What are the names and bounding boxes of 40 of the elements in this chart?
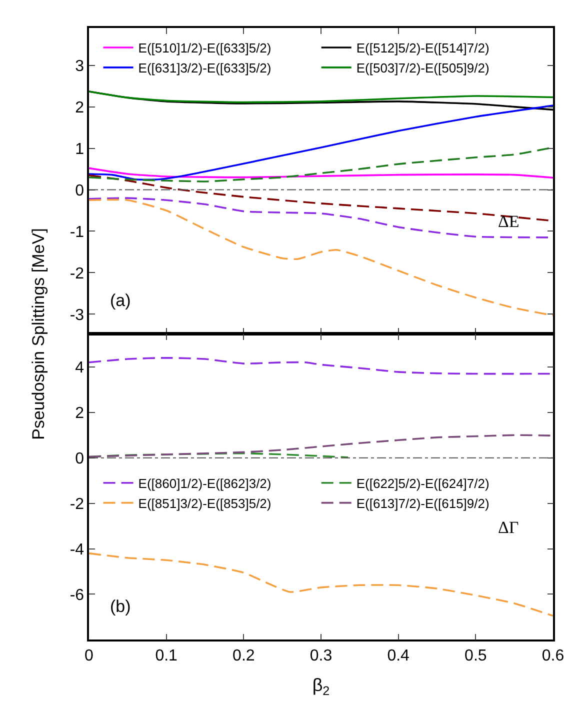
y-tick-label: 0 [75, 450, 84, 468]
y-tick-label: 2 [75, 99, 84, 116]
line-series [89, 356, 553, 375]
annotation: (a) [110, 291, 131, 310]
line-series [89, 167, 553, 179]
x-tick-label: 0.3 [310, 648, 332, 665]
legend-label: E([512]5/2)-E([514]7/2) [356, 40, 490, 56]
legend-label: E([613]7/2)-E([615]9/2) [356, 496, 490, 511]
line-series [89, 198, 553, 316]
annotation: (b) [110, 597, 131, 616]
x-axis-title: β$_{2}$ [312, 675, 330, 698]
y-tick-label: -1 [70, 224, 84, 241]
y-tick-label: -3 [70, 306, 84, 324]
x-tick-label: 0.6 [542, 648, 564, 665]
x-tick-label: 0.1 [155, 648, 178, 665]
legend-label: E([851]3/2)-E([853]5/2) [138, 496, 272, 511]
y-tick-label: -2 [70, 265, 84, 282]
y-tick-label: 0 [75, 182, 84, 200]
legend-label: E([503]7/2)-E([505]9/2) [356, 60, 490, 76]
y-axis-title: Pseudospin Splittings [MeV] [28, 228, 48, 440]
x-tick-label: 0.4 [387, 648, 410, 665]
annotation: ΔE [498, 212, 520, 231]
legend-label: E([631]3/2)-E([633]5/2) [138, 60, 272, 76]
y-tick-label: 3 [75, 58, 84, 75]
legend-label: E([510]1/2)-E([633]5/2) [138, 40, 272, 56]
line-series [89, 90, 553, 104]
legend-label: E([622]5/2)-E([624]7/2) [356, 476, 490, 491]
y-tick-label: -4 [70, 541, 84, 558]
annotation: ΔΓ [498, 518, 519, 537]
y-tick-label: 4 [75, 360, 84, 377]
y-tick-label: 1 [75, 140, 84, 158]
line-series [89, 552, 553, 617]
y-tick-label: -6 [70, 586, 84, 604]
y-tick-label: 2 [75, 405, 84, 422]
x-tick-label: 0.5 [464, 648, 487, 665]
line-series [89, 434, 553, 458]
y-tick-label: -2 [70, 496, 84, 513]
legend-label: E([860]1/2)-E([862]3/2) [138, 476, 272, 491]
line-series [89, 104, 553, 181]
x-tick-label: 0.2 [232, 648, 255, 665]
